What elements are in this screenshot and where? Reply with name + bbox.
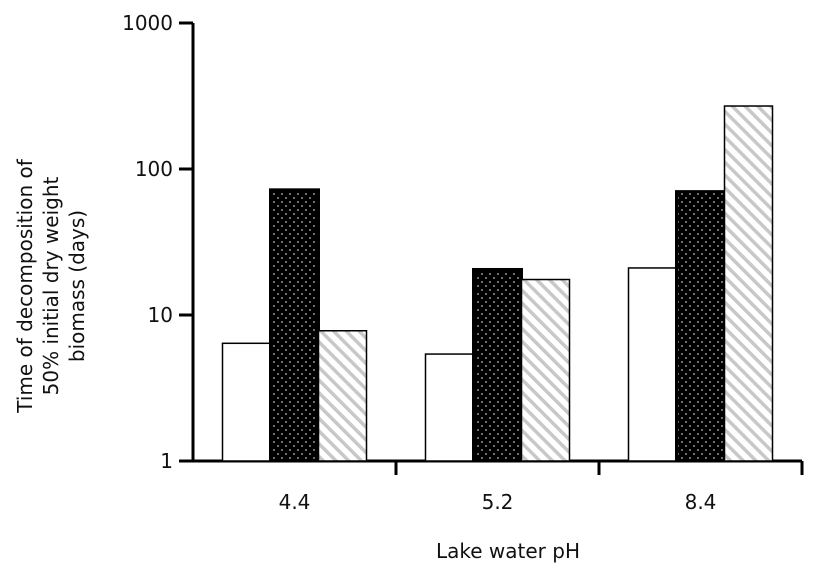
y-tick-label-1: 1 — [160, 449, 173, 473]
plot-area: 1 10 100 1000 4.4 5.2 8.4 — [122, 11, 804, 514]
x-axis-title: Lake water pH — [436, 539, 580, 563]
y-axis-title-line-3: biomass (days) — [65, 210, 89, 362]
bar-white-8.4 — [627, 267, 678, 462]
x-tick-label-5.2: 5.2 — [482, 490, 514, 514]
bar-gray-hatched-8.4 — [723, 105, 774, 462]
y-tick-label-10: 10 — [148, 303, 173, 327]
y-axis-title-line-1: Time of decomposition of — [13, 158, 37, 413]
bar-gray-hatched-4.4 — [317, 330, 368, 462]
y-tick-label-1000: 1000 — [122, 11, 173, 35]
bar-gray-hatched-5.2 — [520, 278, 571, 462]
bar-white-4.4 — [221, 342, 272, 462]
bar-white-5.2 — [424, 353, 475, 462]
y-axis-title-line-2: 50% initial dry weight — [39, 176, 63, 395]
y-tick-label-100: 100 — [135, 157, 173, 181]
bar-black-dotted-5.2 — [472, 267, 523, 463]
x-tick-label-8.4: 8.4 — [685, 490, 717, 514]
y-axis-title: Time of decomposition of 50% initial dry… — [13, 158, 89, 413]
bar-black-dotted-4.4 — [269, 188, 320, 463]
bar-black-dotted-8.4 — [675, 190, 726, 463]
x-tick-label-4.4: 4.4 — [279, 490, 311, 514]
